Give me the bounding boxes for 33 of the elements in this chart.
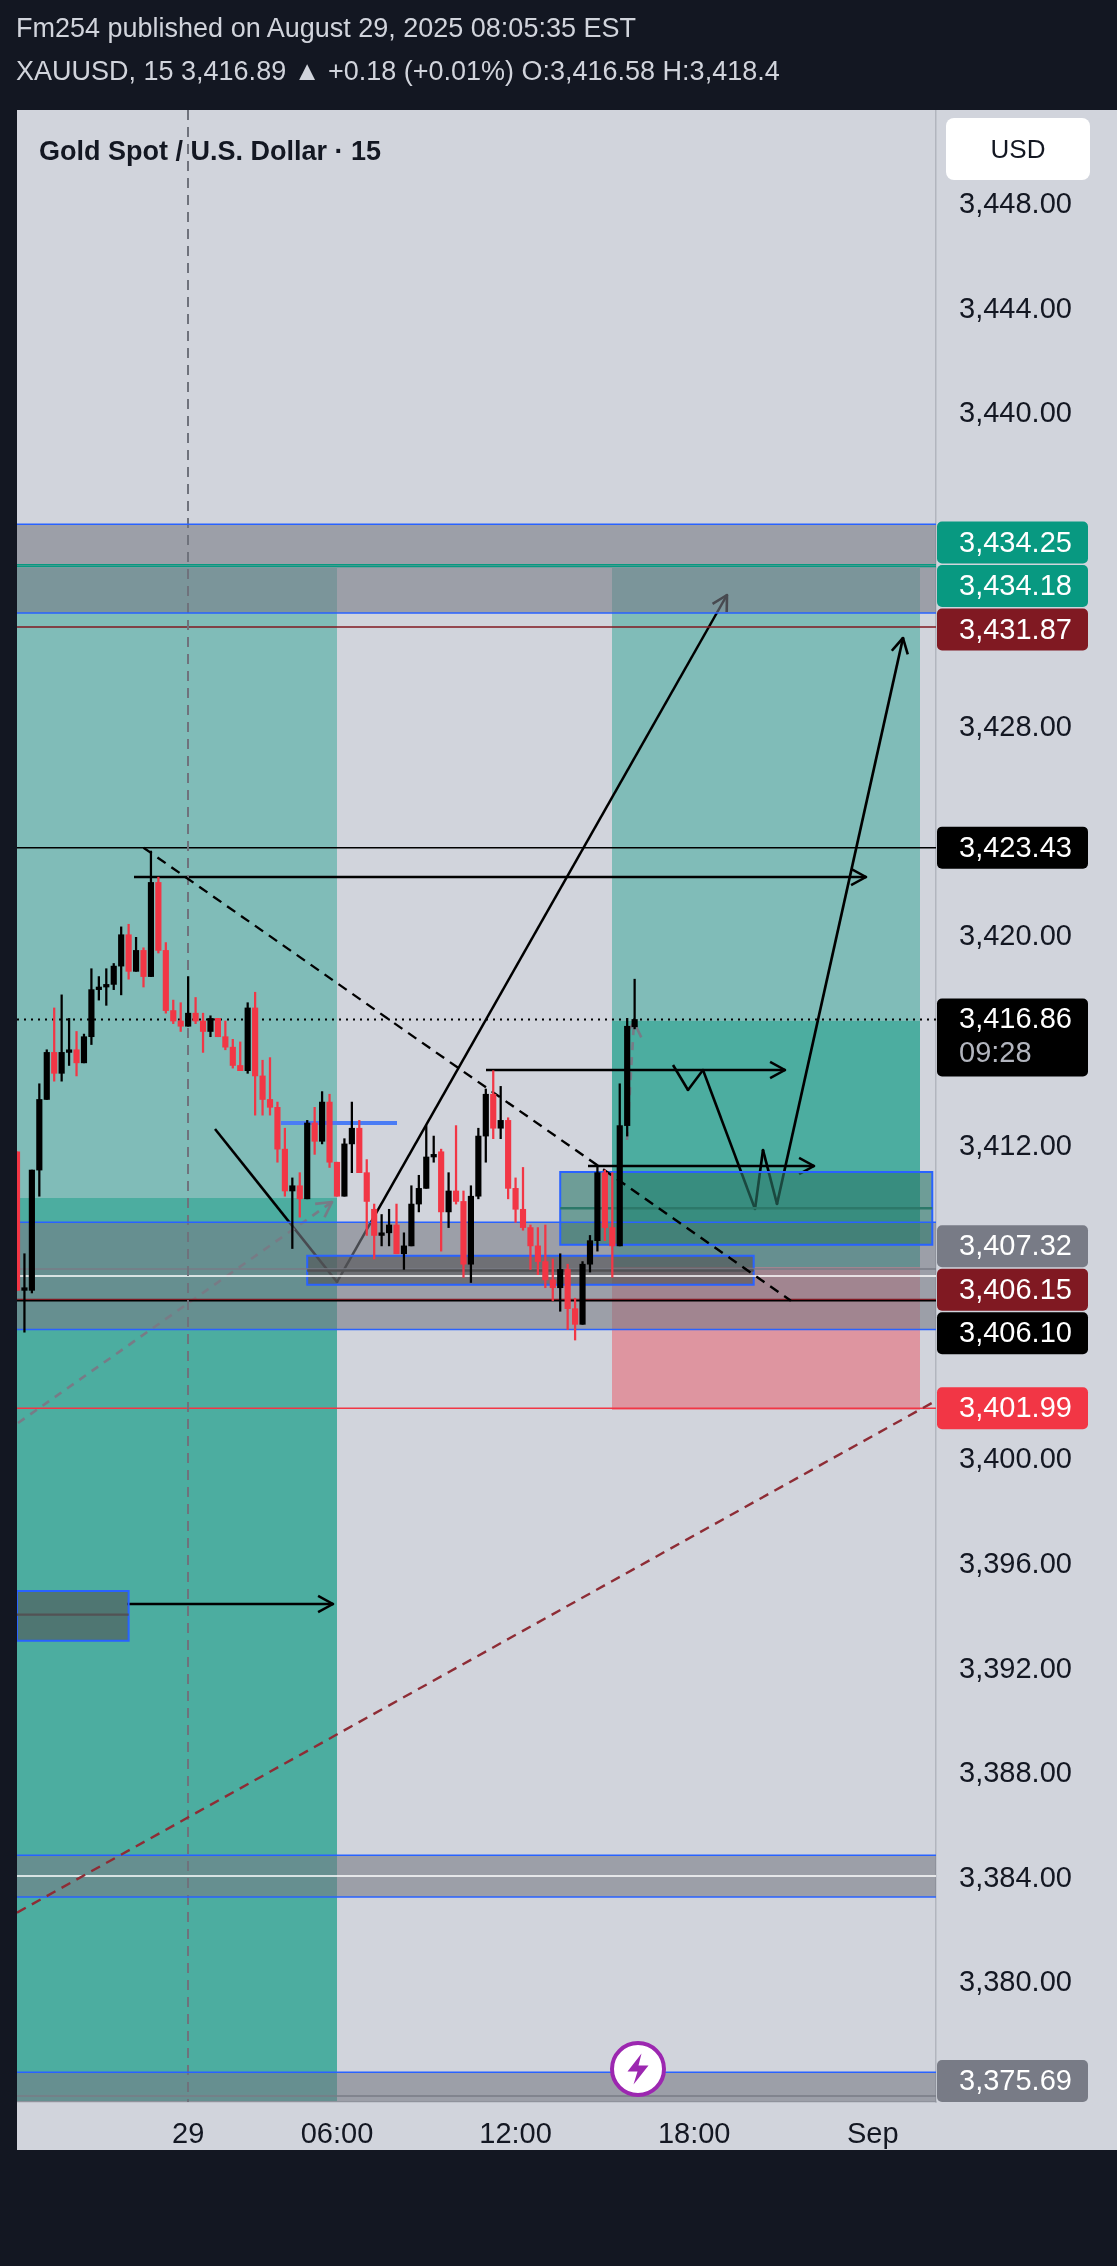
ref-line-label: 3,423.43 (959, 830, 1072, 863)
chart-subtitle: Fm254 published on August 29, 2025 08:05:35 EST (16, 13, 636, 44)
x-tick-label: 12:00 (479, 2117, 552, 2150)
ref-line-label: 3,431.87 (959, 612, 1072, 645)
y-tick-label: 3,388.00 (959, 1756, 1072, 1789)
ref-line-label: 3,375.69 (959, 2064, 1072, 2096)
ref-line-label: 3,406.15 (959, 1272, 1072, 1305)
y-tick-label: 3,400.00 (959, 1442, 1072, 1475)
ref-line-label: 3,406.10 (959, 1316, 1072, 1349)
y-tick-label: 3,428.00 (959, 710, 1072, 743)
y-tick-label: 3,384.00 (959, 1860, 1072, 1893)
y-tick-label: 3,380.00 (959, 1965, 1072, 1998)
ref-line-label: 3,416.86 09:28 (959, 1002, 1072, 1069)
y-tick-label: 3,448.00 (959, 187, 1072, 220)
currency-button: USD (946, 118, 1090, 180)
x-tick-label: 18:00 (657, 2117, 731, 2150)
text: XAUUSD, 15 3,416.89 ▲ +0.18 (+0.01%) O:3,416.58 H:3,418.4 (16, 56, 780, 87)
y-tick-label: 3,392.00 (959, 1651, 1072, 1684)
text: Gold Spot / U.S. Dollar · 15 (39, 136, 382, 167)
ref-line-label: 3,434.18 (959, 569, 1072, 602)
x-tick-label: 06:00 (300, 2117, 374, 2150)
y-tick-label: 3,412.00 (959, 1128, 1072, 1161)
candlestick (192, 997, 199, 1024)
y-tick-label: 3,440.00 (959, 396, 1072, 429)
y-tick-label: 3,396.00 (959, 1546, 1072, 1579)
ref-line-label: 3,434.25 (959, 525, 1072, 558)
ref-line-label: 3,401.99 (959, 1391, 1072, 1424)
y-tick-label: 3,420.00 (959, 919, 1072, 952)
ref-line-label: 3,407.32 (959, 1229, 1072, 1262)
y-tick-label: 3,444.00 (959, 291, 1072, 324)
x-tick-label: Sep (846, 2117, 899, 2150)
candlestick (73, 1031, 80, 1077)
x-tick-label: 29 (172, 2117, 205, 2150)
